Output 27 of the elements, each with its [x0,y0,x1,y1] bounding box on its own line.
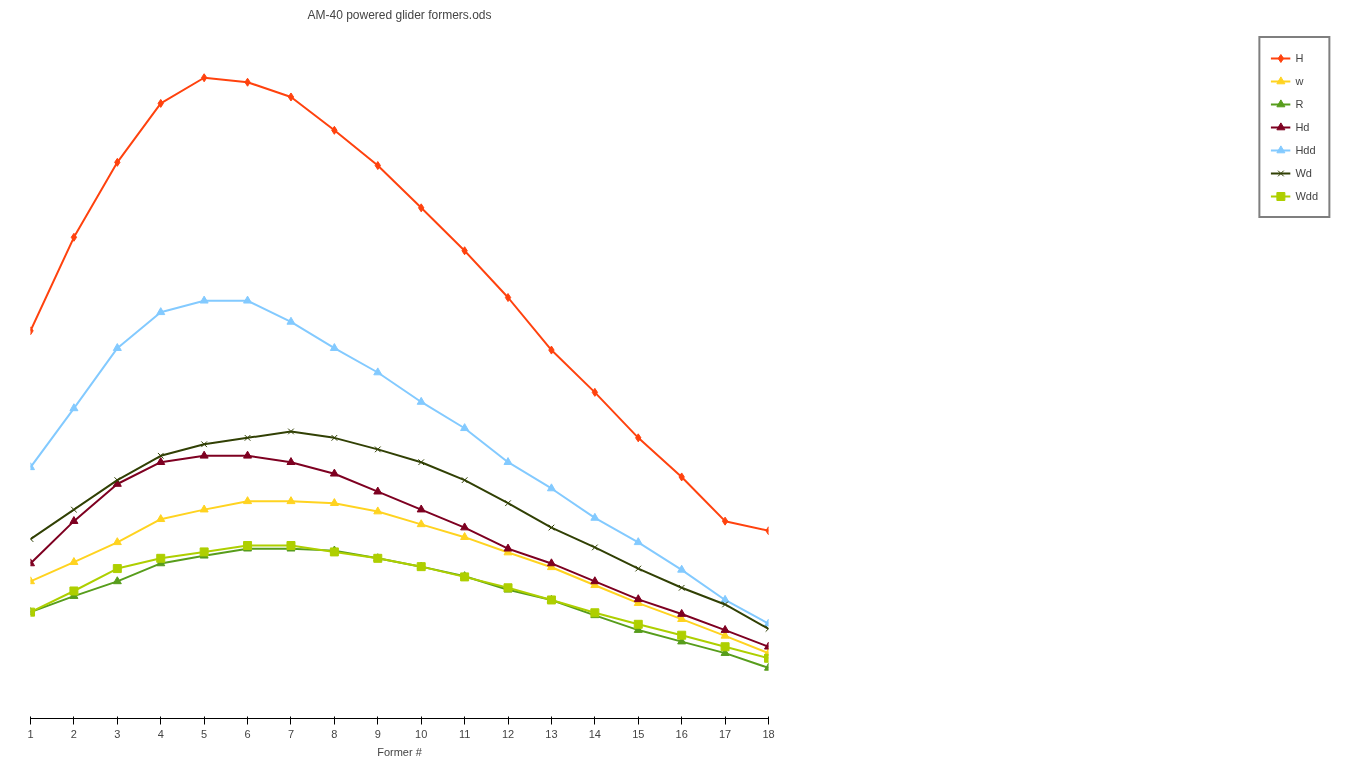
legend-label: Wdd [1295,190,1318,202]
x-tick-label: 8 [331,727,338,740]
legend-label: Hd [1295,121,1311,133]
legend-label: w [1295,75,1305,87]
x-tick-label: 5 [201,727,208,740]
x-tick-label: 11 [458,727,471,740]
chart-title: AM-40 powered glider formers.ods [307,7,492,22]
x-tick-label: 12 [501,727,515,740]
legend-label: Hdd [1295,144,1316,156]
x-tick-label: 4 [157,727,164,740]
x-tick-label: 14 [588,727,601,740]
x-tick-label: 16 [675,727,688,740]
legend-label: Wd [1295,167,1313,179]
x-tick-label: 15 [632,727,645,740]
x-tick-label: 1 [27,727,34,740]
x-tick-label: 2 [70,727,77,740]
legend-label: H [1295,52,1305,64]
x-tick-label: 18 [762,727,775,740]
legend-label: R [1295,98,1305,110]
x-tick-label: 6 [244,727,251,740]
x-tick-label: 7 [287,727,295,740]
x-tick-label: 9 [374,727,381,740]
x-tick-label: 3 [114,727,121,740]
x-tick-label: 17 [718,727,732,740]
x-tick-label: 10 [415,727,428,740]
x-tick-label: 13 [545,727,558,740]
x-axis-title: Former # [377,745,423,758]
